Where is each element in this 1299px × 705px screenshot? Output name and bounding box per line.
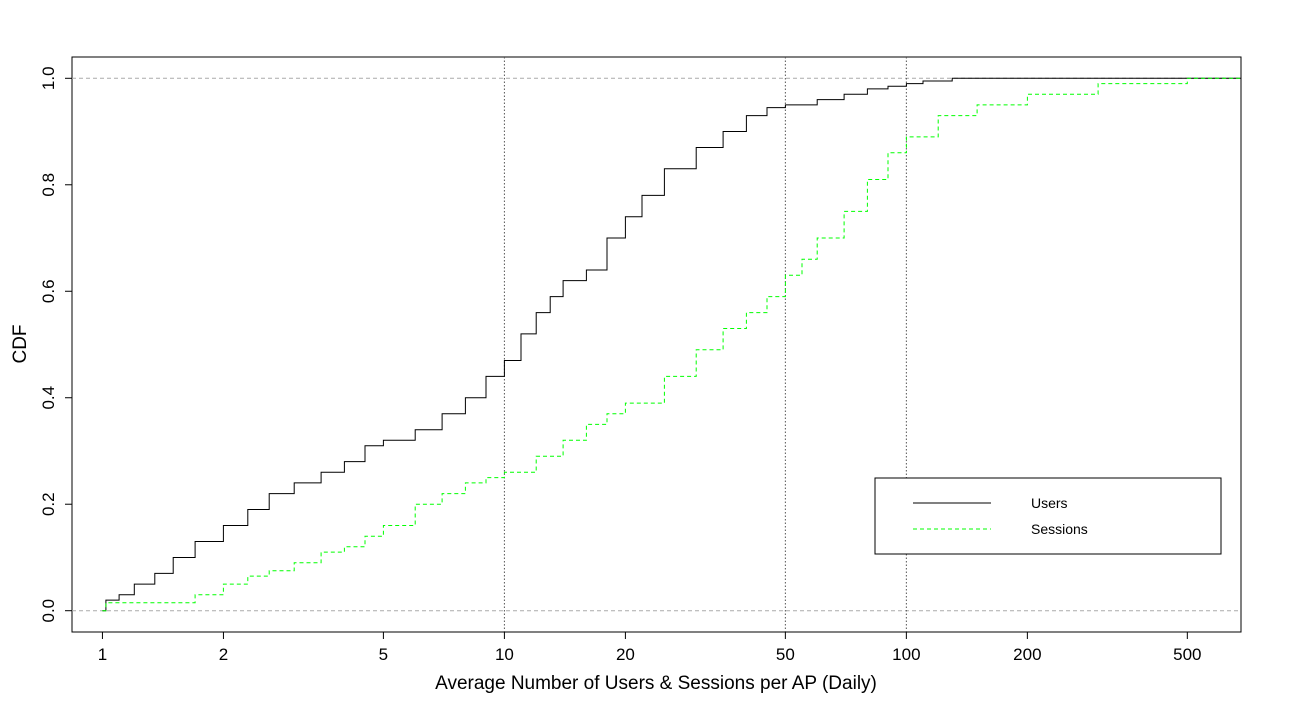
x-tick-label: 20 [616,645,635,664]
x-tick-label: 1 [98,645,107,664]
x-tick-label: 5 [379,645,388,664]
y-tick-label: 0.8 [39,173,58,197]
y-tick-label: 0.4 [39,386,58,410]
legend-box [874,477,1222,555]
x-tick-label: 200 [1013,645,1041,664]
x-tick-label: 10 [495,645,514,664]
y-axis-title: CDF [10,324,31,363]
y-tick-label: 1.0 [39,66,58,90]
y-tick-label: 0.2 [39,492,58,516]
x-axis-title: Average Number of Users & Sessions per A… [435,673,877,694]
y-tick-label: 0.0 [39,599,58,623]
series-lines [102,77,1241,612]
y-tick-label: 0.6 [39,279,58,303]
x-tick-label: 100 [892,645,920,664]
series-line-users [102,77,1241,612]
legend: Users Sessions [874,477,1222,555]
legend-label-sessions: Sessions [1031,521,1088,537]
plot-frame [71,56,1242,633]
legend-label-users: Users [1031,495,1068,511]
x-axis: 1 2 5 10 20 50 100 200 500 [98,632,1202,664]
x-tick-label: 50 [776,645,795,664]
x-tick-label: 2 [219,645,228,664]
y-axis: 0.0 0.2 0.4 0.6 0.8 1.0 [39,66,72,623]
series-line-sessions [102,77,1241,612]
x-tick-label: 500 [1173,645,1201,664]
